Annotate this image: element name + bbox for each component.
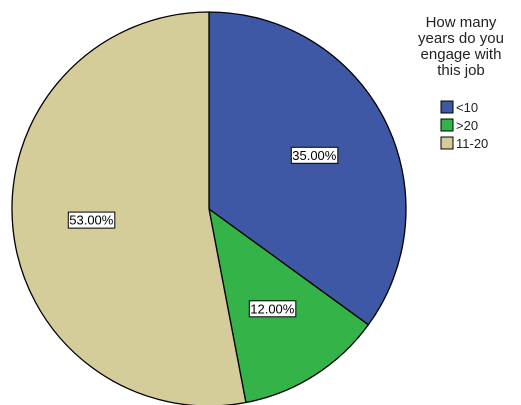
pie-slices	[11, 11, 407, 405]
data-label-text: 53.00%	[69, 213, 114, 228]
legend-label: >20	[456, 118, 478, 133]
legend-title-line: How many	[426, 14, 497, 31]
legend-label: <10	[456, 100, 478, 115]
data-label-20: 12.00%	[248, 300, 297, 318]
pie-data-labels: 35.00% 12.00% 53.00%	[67, 146, 339, 318]
legend-swatch	[440, 118, 454, 132]
data-label-box	[67, 211, 116, 229]
data-label-1120: 53.00%	[67, 211, 116, 229]
legend-item-10: <10	[440, 100, 478, 115]
legend-title-line: engage with	[421, 46, 502, 63]
data-label-box	[248, 300, 297, 318]
legend-item-1120: 11-20	[440, 136, 488, 151]
data-label-10: 35.00%	[290, 146, 339, 164]
legend-swatch	[440, 136, 454, 150]
pie-slice-10	[208, 11, 407, 326]
legend-items: <10 >20 11-20	[440, 100, 488, 151]
legend-title-line: years do you	[418, 30, 504, 47]
legend-label: 11-20	[456, 136, 488, 151]
legend-title-line: this job	[437, 62, 485, 79]
data-label-text: 12.00%	[250, 301, 295, 316]
pie-slice-1120	[11, 11, 247, 405]
legend-swatch	[440, 100, 454, 114]
legend-item-20: >20	[440, 118, 478, 133]
data-label-box	[290, 146, 339, 164]
data-label-text: 35.00%	[292, 148, 337, 163]
